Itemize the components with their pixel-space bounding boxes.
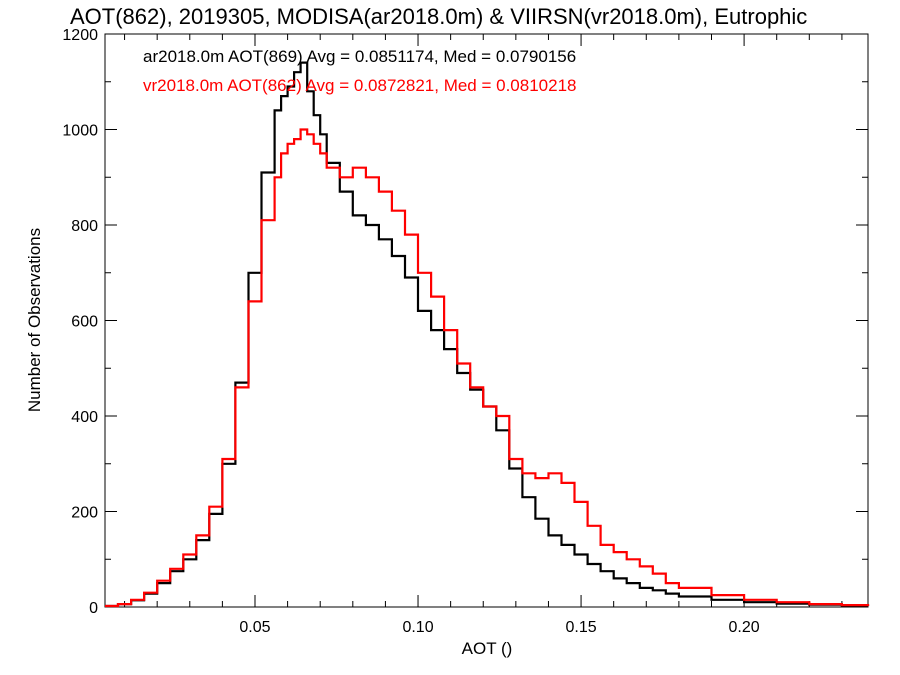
y-tick-label: 400 <box>71 409 98 426</box>
y-tick-label: 1000 <box>62 123 98 140</box>
y-tick-label: 800 <box>71 218 98 235</box>
histogram-series <box>105 61 870 608</box>
x-tick-label: 0.20 <box>729 619 760 636</box>
plot-frame <box>104 33 869 608</box>
chart-title: AOT(862), 2019305, MODISA(ar2018.0m) & V… <box>70 4 807 29</box>
series-line-ar2018 <box>105 61 870 608</box>
y-axis-label: Number of Observations <box>25 228 44 412</box>
x-tick-label: 0.10 <box>402 619 433 636</box>
y-tick-label: 1200 <box>62 27 98 44</box>
series-line-vr2018 <box>105 128 870 608</box>
x-tick-label: 0.05 <box>239 619 270 636</box>
x-tick-label: 0.15 <box>565 619 596 636</box>
x-axis-label: AOT () <box>462 639 513 658</box>
y-tick-label: 0 <box>89 600 98 617</box>
y-tick-label: 200 <box>71 505 98 522</box>
y-tick-label: 600 <box>71 314 98 331</box>
axis-ticks: 0.05 0.10 0.15 0.20 0 200 400 600 800 1000 1200 <box>62 27 868 636</box>
legend-entry-vr2018: vr2018.0m AOT(862) Avg = 0.0872821, Med … <box>143 76 577 95</box>
legend-entry-ar2018: ar2018.0m AOT(869) Avg = 0.0851174, Med … <box>143 47 576 66</box>
